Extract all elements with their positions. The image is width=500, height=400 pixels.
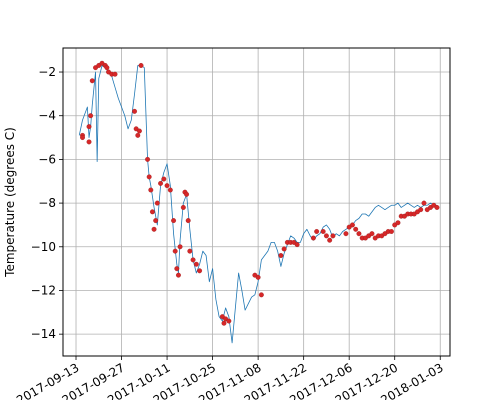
data-point bbox=[80, 135, 85, 141]
data-point bbox=[89, 78, 95, 84]
y-tick-label: −10 bbox=[31, 240, 56, 254]
data-point bbox=[185, 218, 191, 224]
data-point bbox=[187, 248, 193, 254]
data-point bbox=[320, 229, 326, 234]
series-layer bbox=[78, 60, 440, 344]
data-point bbox=[158, 180, 164, 186]
data-point bbox=[88, 113, 94, 119]
data-point bbox=[180, 205, 186, 210]
data-point bbox=[112, 71, 118, 77]
data-point bbox=[175, 272, 181, 278]
temperature-line bbox=[78, 65, 437, 344]
data-point bbox=[330, 233, 336, 239]
y-tick-label: −8 bbox=[38, 196, 56, 210]
data-point bbox=[353, 226, 359, 232]
data-point bbox=[221, 320, 227, 326]
data-point bbox=[418, 207, 424, 213]
data-point bbox=[327, 237, 333, 243]
data-point bbox=[167, 187, 173, 193]
data-point bbox=[349, 222, 355, 228]
data-point bbox=[177, 244, 183, 250]
data-point bbox=[171, 218, 177, 224]
data-point bbox=[226, 318, 232, 324]
data-point bbox=[172, 248, 178, 254]
y-tick-label: −2 bbox=[38, 65, 56, 79]
data-point bbox=[197, 268, 203, 274]
data-point bbox=[174, 266, 180, 272]
data-point bbox=[146, 174, 152, 180]
data-point bbox=[294, 242, 300, 248]
y-tick-label: −6 bbox=[38, 152, 56, 166]
data-point bbox=[281, 246, 287, 252]
data-point bbox=[255, 274, 261, 280]
y-tick-label: −4 bbox=[38, 109, 56, 123]
data-point bbox=[151, 226, 157, 232]
data-point bbox=[258, 292, 264, 298]
data-point bbox=[314, 229, 320, 234]
data-point bbox=[323, 233, 329, 239]
data-point bbox=[154, 200, 160, 206]
data-point bbox=[193, 261, 199, 267]
data-point bbox=[278, 253, 284, 258]
y-axis-label: Temperature (degrees C) bbox=[3, 127, 17, 278]
y-tick-label: −14 bbox=[31, 327, 56, 341]
data-point bbox=[395, 220, 401, 226]
data-point bbox=[135, 132, 141, 138]
data-point bbox=[190, 257, 196, 263]
data-point bbox=[434, 205, 440, 210]
grid-layer bbox=[63, 48, 450, 356]
data-point bbox=[104, 65, 110, 71]
data-point bbox=[145, 156, 150, 162]
plot-frame bbox=[62, 47, 451, 357]
data-point bbox=[184, 191, 190, 197]
data-point bbox=[343, 231, 349, 237]
data-point bbox=[86, 139, 92, 145]
data-point bbox=[149, 209, 155, 215]
data-point bbox=[161, 176, 167, 182]
data-point bbox=[310, 235, 316, 241]
data-point bbox=[389, 229, 394, 234]
data-point bbox=[164, 183, 170, 189]
data-point bbox=[136, 128, 142, 134]
data-point bbox=[369, 231, 375, 237]
data-point bbox=[132, 108, 137, 114]
data-point bbox=[148, 187, 154, 193]
data-point bbox=[421, 200, 427, 206]
data-point bbox=[153, 218, 159, 224]
y-tick-label: −12 bbox=[31, 283, 56, 297]
data-point bbox=[138, 63, 144, 68]
data-point bbox=[86, 124, 92, 130]
data-point bbox=[356, 231, 362, 237]
